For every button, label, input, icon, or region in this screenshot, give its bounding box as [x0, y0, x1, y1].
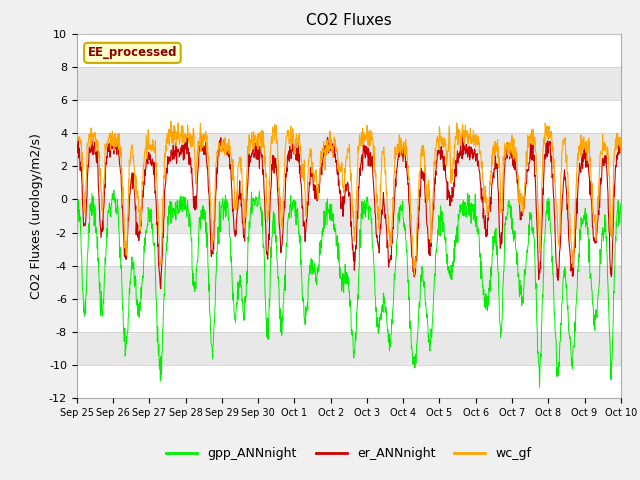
Title: CO2 Fluxes: CO2 Fluxes: [306, 13, 392, 28]
Bar: [77, 299, 621, 332]
Text: EE_processed: EE_processed: [88, 47, 177, 60]
Y-axis label: CO2 Fluxes (urology/m2/s): CO2 Fluxes (urology/m2/s): [30, 133, 44, 299]
Bar: [77, 365, 621, 398]
Bar: [77, 34, 621, 67]
Legend: gpp_ANNnight, er_ANNnight, wc_gf: gpp_ANNnight, er_ANNnight, wc_gf: [161, 442, 536, 465]
Bar: [77, 100, 621, 133]
Bar: [77, 166, 621, 199]
Bar: [77, 233, 621, 266]
